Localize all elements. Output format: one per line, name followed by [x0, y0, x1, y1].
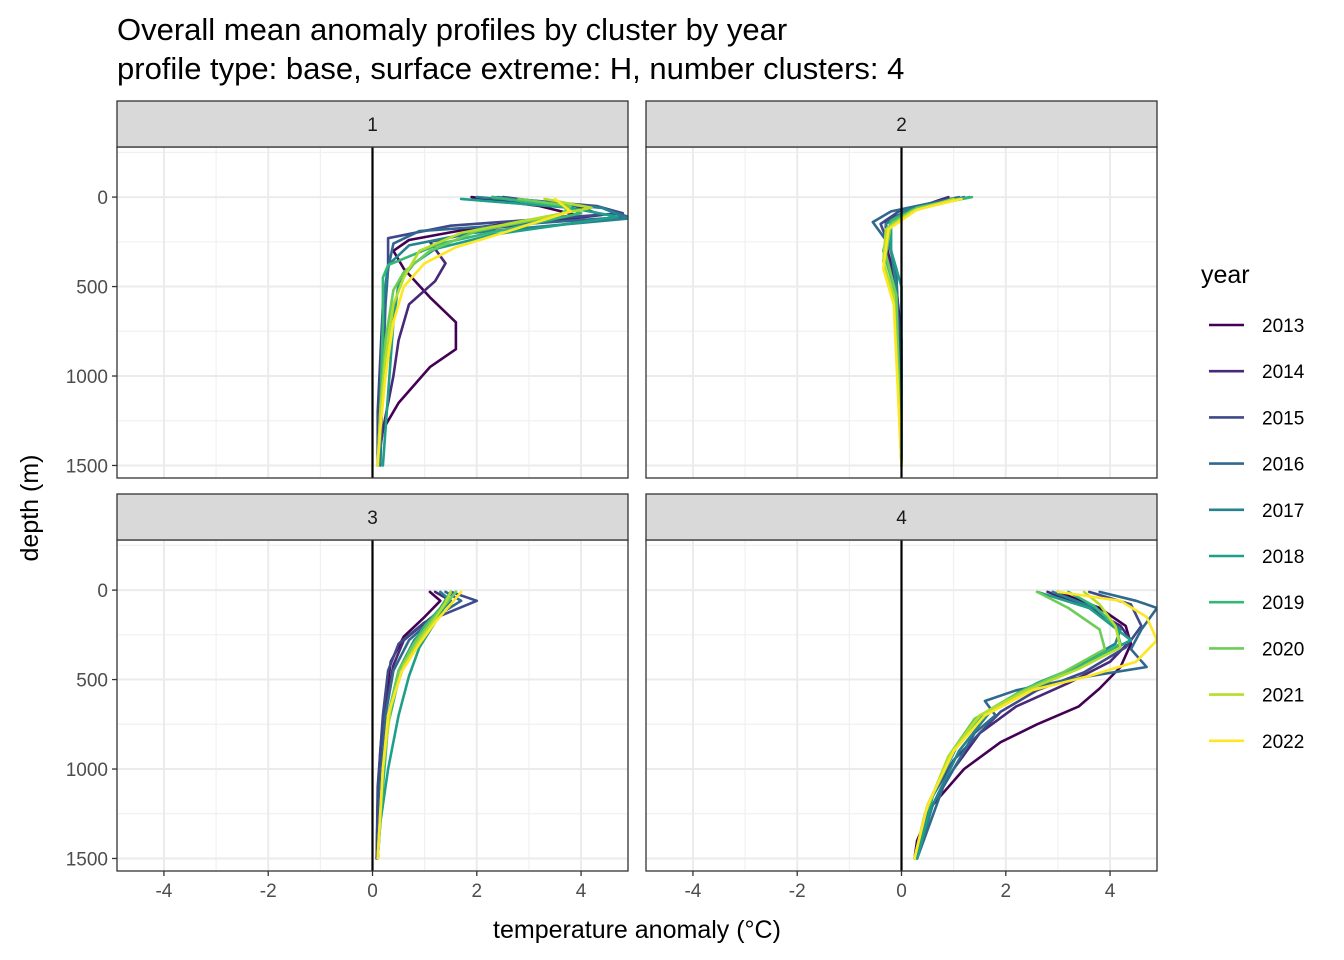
- legend-item-2019: 2019: [1209, 593, 1304, 614]
- panel-3: 3: [116, 493, 629, 872]
- legend-item-2013: 2013: [1209, 316, 1304, 337]
- axes: 0 500 1000 1500 0 500 1000 1500 -4 -2 0 2 4 -4 -2 0 2 4: [66, 188, 1116, 902]
- series-lines: [376, 195, 628, 467]
- series-line-2022: [882, 197, 963, 467]
- legend-item-2017: 2017: [1209, 501, 1304, 522]
- facet-panels: 1 2 3 4: [116, 100, 1158, 872]
- legend-item-2015: 2015: [1209, 408, 1304, 429]
- legend-item-2014: 2014: [1209, 362, 1305, 383]
- y-tick-label: 500: [76, 278, 108, 299]
- series-line-2015: [375, 590, 479, 860]
- legend: year 2013 2014 2015 2016 2017 2018 2019 2020 202…: [1201, 261, 1305, 753]
- series-line-2022: [913, 590, 1157, 860]
- x-tick-label: 2: [471, 881, 482, 902]
- x-tick-label: -4: [155, 881, 172, 902]
- series-line-2016: [376, 590, 463, 860]
- legend-label: 2019: [1262, 593, 1304, 614]
- legend-label: 2020: [1262, 639, 1304, 660]
- x-tick-label: -2: [260, 881, 277, 902]
- legend-item-2016: 2016: [1209, 455, 1304, 476]
- y-tick-label: 1000: [66, 760, 108, 781]
- panel-4: 4: [645, 493, 1158, 872]
- chart-subtitle: profile type: base, surface extreme: H, …: [117, 51, 904, 86]
- series-line-2022: [376, 590, 463, 860]
- x-tick-label: 0: [367, 881, 378, 902]
- legend-label: 2015: [1262, 408, 1304, 429]
- legend-label: 2014: [1262, 362, 1305, 383]
- series-lines: [375, 590, 479, 860]
- facet-strip: [116, 493, 629, 541]
- facet-strip-label: 2: [896, 115, 907, 136]
- y-tick-label: 0: [97, 188, 108, 209]
- chart-title: Overall mean anomaly profiles by cluster…: [117, 12, 787, 47]
- series-line-2022: [376, 197, 572, 467]
- x-tick-label: 4: [576, 881, 587, 902]
- series-line-2019: [376, 195, 583, 467]
- legend-item-2020: 2020: [1209, 639, 1304, 660]
- x-tick-label: 2: [1000, 881, 1011, 902]
- x-tick-label: 4: [1105, 881, 1116, 902]
- legend-label: 2016: [1262, 455, 1304, 476]
- x-axis-title: temperature anomaly (°C): [493, 916, 781, 944]
- facet-strip: [645, 100, 1158, 148]
- legend-label: 2013: [1262, 316, 1304, 337]
- x-tick-label: -4: [684, 881, 701, 902]
- legend-item-2018: 2018: [1209, 547, 1304, 568]
- y-axis-title: depth (m): [16, 455, 44, 562]
- y-tick-label: 1500: [66, 456, 108, 477]
- legend-label: 2021: [1262, 686, 1304, 707]
- facet-strip-label: 3: [367, 508, 378, 529]
- facet-strip: [116, 100, 629, 148]
- y-tick-label: 500: [76, 671, 108, 692]
- panel-2: 2: [645, 100, 1158, 479]
- facet-strip: [645, 493, 1158, 541]
- series-lines: [913, 590, 1157, 860]
- legend-item-2022: 2022: [1209, 732, 1304, 753]
- legend-item-2021: 2021: [1209, 686, 1304, 707]
- y-tick-label: 1500: [66, 849, 108, 870]
- legend-label: 2018: [1262, 547, 1304, 568]
- x-tick-label: -2: [789, 881, 806, 902]
- facet-strip-label: 1: [367, 115, 378, 136]
- x-tick-label: 0: [896, 881, 907, 902]
- legend-label: 2017: [1262, 501, 1304, 522]
- y-tick-label: 0: [97, 581, 108, 602]
- panel-1: 1: [116, 100, 629, 479]
- legend-label: 2022: [1262, 732, 1304, 753]
- legend-title: year: [1201, 261, 1250, 289]
- y-tick-label: 1000: [66, 367, 108, 388]
- facet-strip-label: 4: [896, 508, 907, 529]
